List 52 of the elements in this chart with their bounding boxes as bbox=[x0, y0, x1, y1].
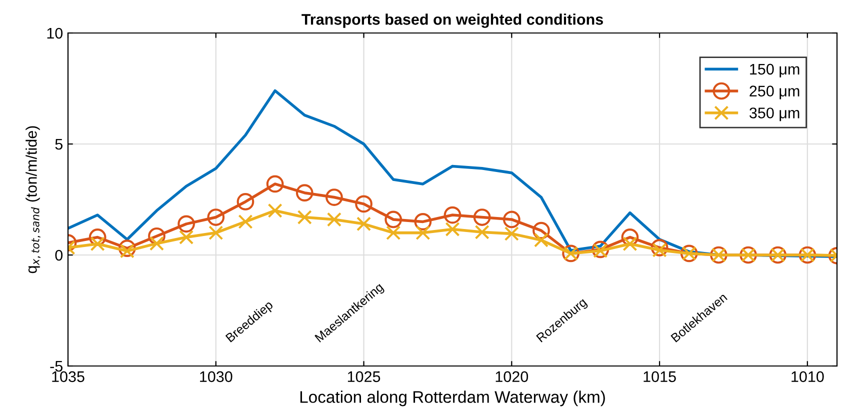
point bbox=[326, 188, 343, 206]
point bbox=[502, 210, 520, 228]
legend-label: 150 μm bbox=[750, 64, 800, 78]
x-tick-label: 1020 bbox=[496, 371, 528, 382]
y-tick-label: 10 bbox=[47, 28, 63, 39]
point bbox=[504, 226, 519, 241]
legend-label: 350 μm bbox=[750, 108, 800, 122]
point bbox=[326, 212, 342, 227]
y-tick-label: 5 bbox=[55, 139, 62, 150]
point bbox=[236, 193, 254, 210]
point bbox=[414, 213, 432, 230]
point bbox=[178, 215, 195, 233]
point bbox=[622, 236, 638, 252]
point bbox=[90, 236, 105, 252]
point bbox=[149, 236, 164, 251]
point bbox=[207, 208, 225, 226]
point bbox=[534, 232, 549, 248]
point bbox=[297, 210, 312, 225]
x-axis-title: Location along Rotterdam Waterway (km) bbox=[300, 390, 605, 406]
x-tick-label: 1035 bbox=[52, 371, 84, 382]
x-tick-label: 1015 bbox=[644, 371, 676, 382]
point bbox=[238, 214, 253, 229]
point bbox=[118, 240, 136, 258]
point bbox=[532, 222, 550, 240]
point bbox=[120, 244, 134, 258]
point bbox=[179, 230, 194, 245]
point bbox=[652, 242, 667, 258]
x-tick-label: 1030 bbox=[200, 371, 232, 382]
point bbox=[266, 175, 284, 193]
point bbox=[474, 224, 490, 240]
point bbox=[444, 206, 462, 224]
y-tick-label: 0 bbox=[55, 250, 63, 261]
x-tick-label: 1025 bbox=[348, 371, 380, 382]
point bbox=[386, 226, 401, 240]
legend-label: 250 μm bbox=[750, 86, 800, 100]
x-tick-label: 1010 bbox=[792, 371, 824, 382]
point bbox=[296, 184, 314, 202]
y-axis-title: q$_{x,tot,sand}$ (ton/m/tide) bbox=[26, 126, 40, 274]
point bbox=[621, 228, 639, 246]
point bbox=[208, 226, 224, 240]
point bbox=[445, 222, 460, 237]
point bbox=[355, 195, 372, 213]
point bbox=[356, 216, 372, 232]
y-tick-label: -5 bbox=[50, 361, 62, 372]
point bbox=[148, 227, 166, 245]
point bbox=[88, 228, 106, 246]
point bbox=[650, 238, 668, 256]
point bbox=[416, 226, 430, 240]
point bbox=[473, 208, 491, 226]
point bbox=[268, 203, 282, 218]
chart-title: Transports based on weighted conditions bbox=[302, 14, 603, 28]
point bbox=[384, 210, 402, 228]
